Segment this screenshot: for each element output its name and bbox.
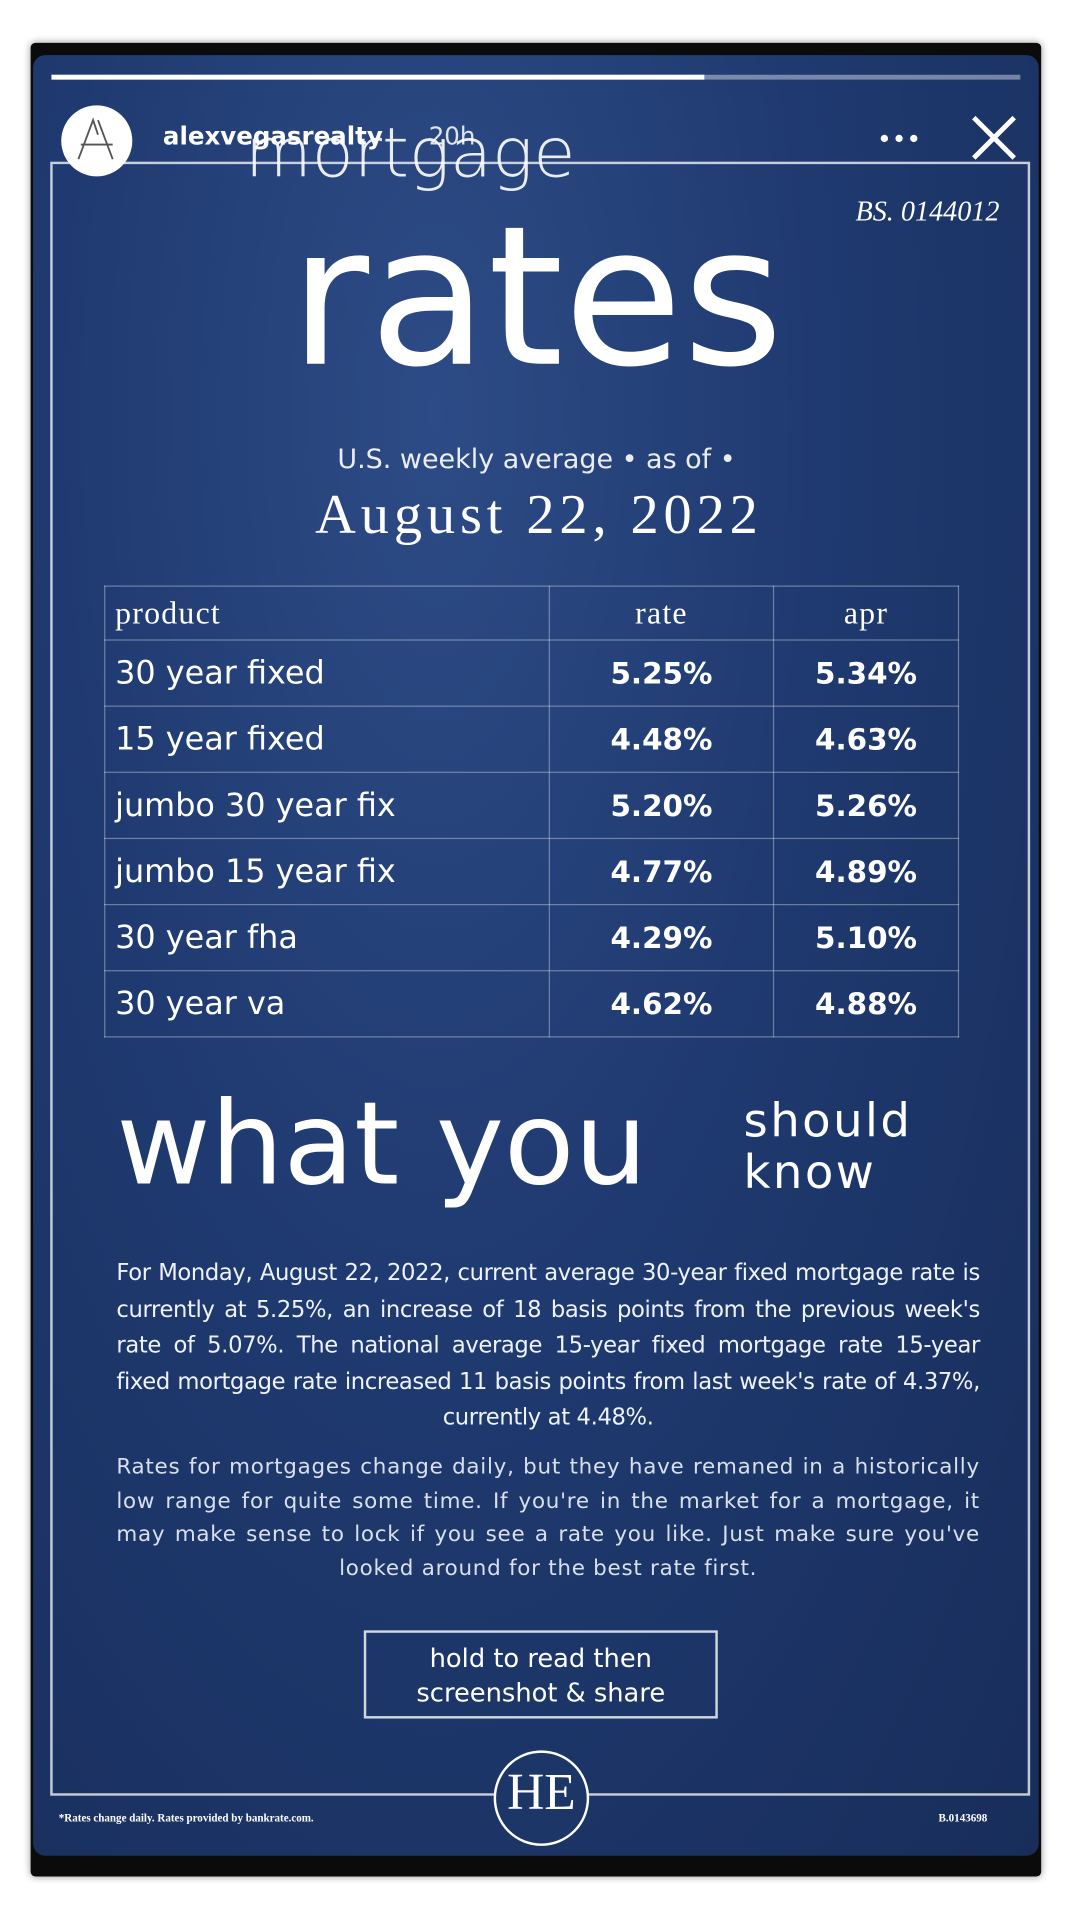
rate-cell: 5.10%: [772, 903, 960, 972]
brand-logo: [493, 1750, 590, 1846]
table-row: 15 year fixed 4.48% 4.63%: [104, 705, 960, 773]
table-row: 30 year va 4.62% 4.88%: [104, 970, 960, 1038]
date: August 22, 2022: [315, 482, 763, 546]
title-main: rates: [289, 184, 784, 411]
post-time: 20h: [428, 121, 476, 151]
rate-cell: 4.29%: [548, 903, 775, 972]
table-row: jumbo 15 year fix 4.77% 4.89%: [104, 837, 960, 906]
paragraph-1: For Monday, August 22, 2022, current ave…: [116, 1260, 980, 1431]
license: BS. 0144012: [855, 195, 1000, 227]
table-row: 30 year fha 4.29% 5.10%: [104, 903, 960, 972]
rate-cell: 5.25%: [548, 639, 775, 707]
cta-box: [363, 1630, 718, 1719]
username[interactable]: alexvegasrealty: [162, 121, 383, 151]
footer-id: B.0143698: [938, 1811, 988, 1824]
table-row: jumbo 30 year fix 5.20% 5.26%: [104, 771, 960, 840]
rate-cell: 5.34%: [772, 639, 960, 707]
cta-line: screenshot & share: [416, 1678, 666, 1708]
cta-line: hold to read then: [429, 1643, 652, 1674]
table-row: 30 year fixed 5.25% 5.34%: [104, 639, 960, 707]
rate-cell: 4.77%: [548, 837, 775, 906]
more-button[interactable]: [880, 134, 918, 143]
table-header-cell: product: [104, 585, 550, 641]
rate-cell: 5.20%: [548, 771, 775, 840]
rates-table: product rate apr 30 year fixed 5.25% 5.34% 15 …: [104, 585, 960, 1038]
rate-cell: 4.88%: [772, 970, 960, 1038]
product-cell: 30 year fha: [104, 903, 550, 972]
rate-cell: 4.48%: [548, 705, 775, 773]
rate-cell: 4.63%: [772, 705, 960, 773]
rate-cell: 5.26%: [772, 771, 960, 840]
product-cell: 30 year va: [104, 970, 550, 1038]
product-cell: jumbo 15 year fix: [104, 837, 550, 906]
title-top: mortgage: [244, 113, 576, 194]
product-cell: 15 year fixed: [104, 705, 550, 773]
avatar[interactable]: [61, 105, 133, 177]
avatar-logo: [77, 117, 114, 160]
heading-should: should: [743, 1093, 913, 1148]
product-cell: 30 year fixed: [104, 639, 550, 707]
table-header-cell: apr: [772, 585, 960, 641]
rate-cell: 4.62%: [548, 970, 775, 1038]
close-button[interactable]: [972, 115, 1016, 160]
table-header-cell: rate: [548, 585, 775, 641]
product-cell: jumbo 30 year fix: [104, 771, 550, 840]
heading-what-you: what you: [116, 1077, 648, 1212]
table-header-row: product rate apr: [104, 585, 960, 641]
paragraph-2: Rates for mortgages change daily, but th…: [116, 1455, 980, 1581]
footer-note: *Rates change daily. Rates provided by b…: [58, 1811, 314, 1824]
brand-logo-text: HE: [507, 1765, 576, 1822]
heading-know: know: [743, 1145, 877, 1200]
subtitle: U.S. weekly average • as of •: [337, 444, 736, 476]
rate-cell: 4.89%: [772, 837, 960, 906]
